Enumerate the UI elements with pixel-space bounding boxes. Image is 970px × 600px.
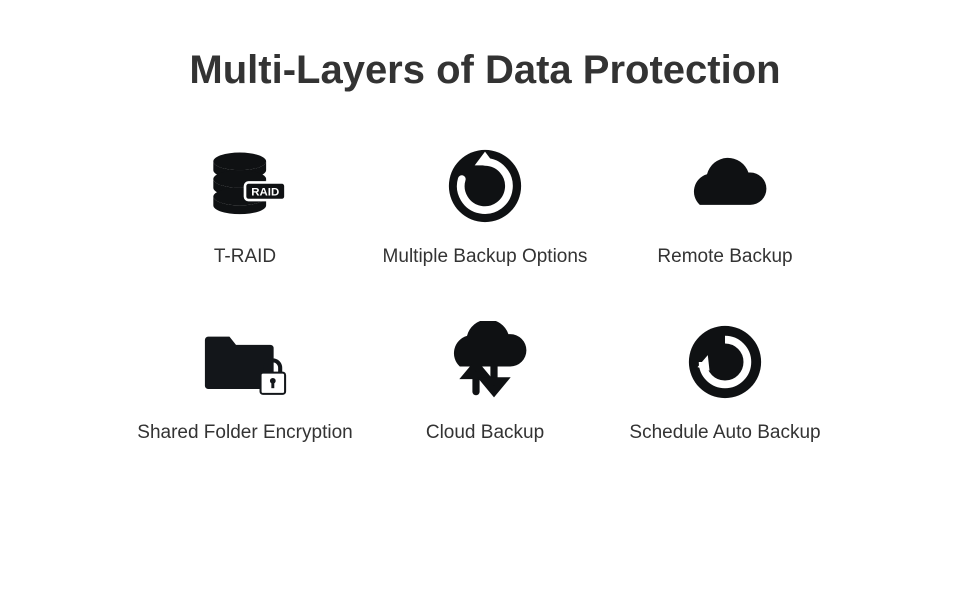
feature-multiple-backup: Multiple Backup Options — [375, 141, 595, 269]
feature-label: Multiple Backup Options — [383, 245, 588, 269]
raid-disk-icon: RAID — [200, 141, 290, 231]
feature-schedule-auto-backup: Schedule Auto Backup — [615, 317, 835, 445]
raid-badge-text: RAID — [251, 187, 279, 199]
feature-traid: RAID T-RAID — [135, 141, 355, 269]
folder-lock-icon — [200, 317, 290, 407]
restore-icon — [440, 141, 530, 231]
page-title: Multi-Layers of Data Protection — [189, 48, 780, 93]
cloud-icon — [680, 141, 770, 231]
feature-label: Cloud Backup — [426, 421, 544, 445]
cloud-sync-icon — [440, 317, 530, 407]
schedule-icon — [680, 317, 770, 407]
feature-label: Remote Backup — [657, 245, 792, 269]
feature-cloud-backup: Cloud Backup — [375, 317, 595, 445]
feature-label: T-RAID — [214, 245, 276, 269]
feature-label: Shared Folder Encryption — [137, 421, 352, 445]
feature-remote-backup: Remote Backup — [615, 141, 835, 269]
feature-grid: RAID T-RAID Multiple Backup Options Remo… — [135, 141, 835, 445]
feature-shared-folder-encryption: Shared Folder Encryption — [135, 317, 355, 445]
feature-label: Schedule Auto Backup — [629, 421, 820, 445]
